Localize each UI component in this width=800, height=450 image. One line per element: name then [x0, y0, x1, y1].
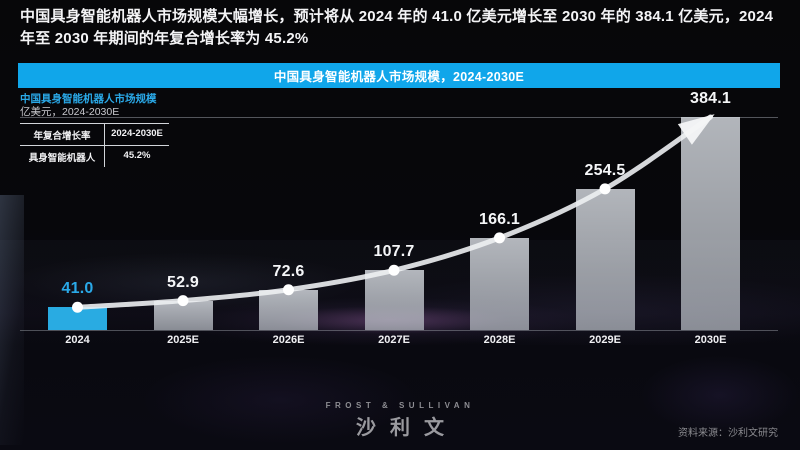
bar-value-label: 107.7 — [373, 243, 415, 261]
bar-value-label: 166.1 — [478, 210, 521, 228]
x-axis-label: 2026E — [272, 334, 305, 346]
bar-2029E — [575, 188, 635, 330]
chart-banner: 中国具身智能机器人市场规模，2024-2030E — [18, 63, 780, 88]
bar-value-label: 52.9 — [167, 273, 199, 291]
light-streak-left — [0, 195, 24, 445]
frost-sullivan-wordmark: FROST & SULLIVAN — [325, 401, 475, 410]
shalian-wordmark: 沙利文 — [356, 417, 458, 439]
x-axis-label: 2024 — [65, 334, 90, 346]
bar-value-label: 72.6 — [272, 262, 305, 280]
bar-2028E — [470, 237, 529, 330]
bar-2026E — [259, 289, 318, 330]
bar-value-label: 41.0 — [61, 280, 94, 298]
chart-banner-title: 中国具身智能机器人市场规模，2024-2030E — [273, 70, 525, 84]
bar-value-label: 254.5 — [584, 161, 626, 179]
chart-baseline — [20, 330, 778, 331]
chart-subtitle: 中国具身智能机器人市场规模 — [20, 93, 157, 105]
bar-2027E — [364, 270, 424, 330]
x-axis-label: 2028E — [483, 334, 516, 346]
bottom-purple-glow-right — [640, 355, 800, 435]
bar-2025E — [153, 300, 213, 330]
x-axis-label: 2027E — [378, 334, 410, 346]
source-note: 资料来源：沙利文研究 — [678, 428, 778, 439]
x-axis-label: 2029E — [589, 334, 621, 346]
frost-sullivan-logo: FROST & SULLIVAN 沙利文 — [0, 401, 800, 440]
bottom-purple-glow — [140, 355, 420, 445]
x-axis-label: 2030E — [694, 334, 727, 346]
page-title: 中国具身智能机器人市场规模大幅增长，预计将从 2024 年的 41.0 亿美元增… — [20, 8, 774, 47]
x-axis-label: 2025E — [167, 334, 199, 346]
bar-2024 — [48, 307, 107, 330]
bar-value-label: 384.1 — [689, 90, 732, 107]
bar-2030E — [681, 117, 740, 330]
